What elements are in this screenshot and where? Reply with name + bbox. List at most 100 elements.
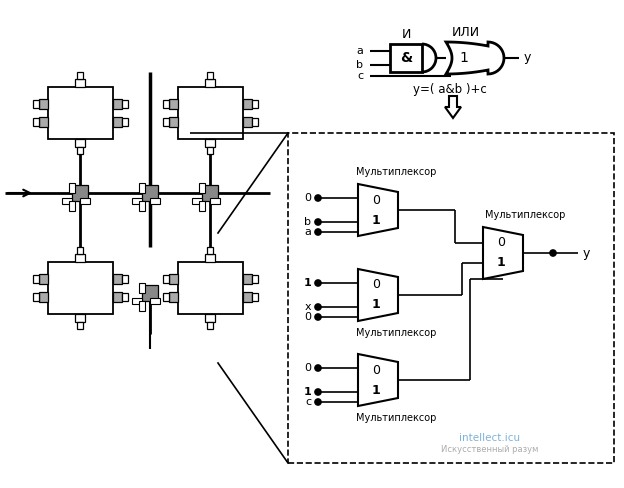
Text: y=( a&b )+c: y=( a&b )+c xyxy=(413,83,487,97)
Polygon shape xyxy=(358,184,398,236)
Bar xyxy=(150,198,160,204)
Bar xyxy=(162,293,168,301)
Bar xyxy=(168,274,177,284)
Bar xyxy=(243,274,251,284)
Text: Мультиплексор: Мультиплексор xyxy=(356,328,436,338)
Text: y: y xyxy=(524,52,532,64)
Bar xyxy=(202,185,218,201)
Bar xyxy=(162,100,168,108)
Bar xyxy=(112,292,122,302)
Text: 0: 0 xyxy=(372,279,380,291)
Polygon shape xyxy=(445,96,461,118)
Text: 0: 0 xyxy=(497,237,505,249)
Bar xyxy=(112,274,122,284)
Text: 0: 0 xyxy=(304,312,311,322)
Bar xyxy=(207,247,213,254)
Bar xyxy=(39,99,47,109)
Bar xyxy=(72,185,88,201)
Bar xyxy=(243,117,251,127)
Bar xyxy=(77,147,83,154)
Text: c: c xyxy=(305,397,311,407)
Bar xyxy=(150,298,160,304)
Text: a: a xyxy=(304,227,311,237)
Bar xyxy=(142,185,158,201)
Polygon shape xyxy=(358,269,398,321)
Text: &: & xyxy=(400,51,412,65)
Text: intellect.icu: intellect.icu xyxy=(459,433,520,443)
Bar xyxy=(112,99,122,109)
Bar xyxy=(243,99,251,109)
Bar xyxy=(32,293,39,301)
Bar xyxy=(168,99,177,109)
Bar xyxy=(39,274,47,284)
Text: 0: 0 xyxy=(372,364,380,377)
Text: 1: 1 xyxy=(372,299,381,311)
Bar xyxy=(205,79,215,87)
Bar xyxy=(139,183,145,193)
Text: 1: 1 xyxy=(303,278,311,288)
Bar xyxy=(199,201,205,211)
Circle shape xyxy=(315,314,321,320)
Circle shape xyxy=(315,280,321,286)
Text: 0: 0 xyxy=(304,363,311,373)
Bar xyxy=(390,44,422,72)
Bar xyxy=(75,314,85,322)
Bar xyxy=(132,198,142,204)
Bar xyxy=(112,117,122,127)
Bar xyxy=(47,87,112,139)
Bar xyxy=(205,139,215,147)
Text: Мультиплексор: Мультиплексор xyxy=(485,210,565,220)
Bar xyxy=(80,198,90,204)
Bar xyxy=(32,118,39,126)
Bar xyxy=(205,254,215,262)
Bar xyxy=(142,285,158,301)
Text: 1: 1 xyxy=(372,384,381,396)
Text: x: x xyxy=(305,302,311,312)
Bar xyxy=(210,198,220,204)
Bar xyxy=(62,198,72,204)
Text: c: c xyxy=(357,71,363,81)
Text: И: И xyxy=(401,27,411,41)
Bar xyxy=(122,118,127,126)
Bar xyxy=(243,292,251,302)
Polygon shape xyxy=(358,354,398,406)
Bar xyxy=(288,133,614,463)
Bar xyxy=(77,72,83,79)
Text: Искусственный разум: Искусственный разум xyxy=(441,446,539,454)
Bar xyxy=(139,201,145,211)
Bar xyxy=(75,139,85,147)
Bar xyxy=(139,301,145,311)
Bar xyxy=(122,275,127,283)
Bar xyxy=(77,247,83,254)
Circle shape xyxy=(315,195,321,201)
Text: Мультиплексор: Мультиплексор xyxy=(356,413,436,423)
Bar xyxy=(32,100,39,108)
Bar xyxy=(132,298,142,304)
Circle shape xyxy=(315,219,321,225)
Text: 1: 1 xyxy=(303,387,311,397)
Bar xyxy=(251,100,258,108)
Bar xyxy=(75,79,85,87)
Polygon shape xyxy=(446,42,504,74)
Bar xyxy=(39,292,47,302)
Text: b: b xyxy=(304,217,311,227)
Bar xyxy=(205,314,215,322)
Bar xyxy=(177,87,243,139)
Bar xyxy=(207,322,213,329)
Bar xyxy=(251,275,258,283)
Bar xyxy=(47,262,112,314)
Text: b: b xyxy=(356,60,363,70)
Bar xyxy=(207,147,213,154)
Bar xyxy=(75,254,85,262)
Bar xyxy=(199,183,205,193)
Text: Мультиплексор: Мультиплексор xyxy=(356,167,436,177)
Bar xyxy=(122,293,127,301)
Text: 0: 0 xyxy=(372,194,380,206)
Bar xyxy=(251,118,258,126)
Bar xyxy=(69,201,75,211)
Bar xyxy=(192,198,202,204)
Bar xyxy=(139,283,145,293)
Text: ИЛИ: ИЛИ xyxy=(452,26,480,40)
Circle shape xyxy=(315,399,321,405)
Bar xyxy=(122,100,127,108)
